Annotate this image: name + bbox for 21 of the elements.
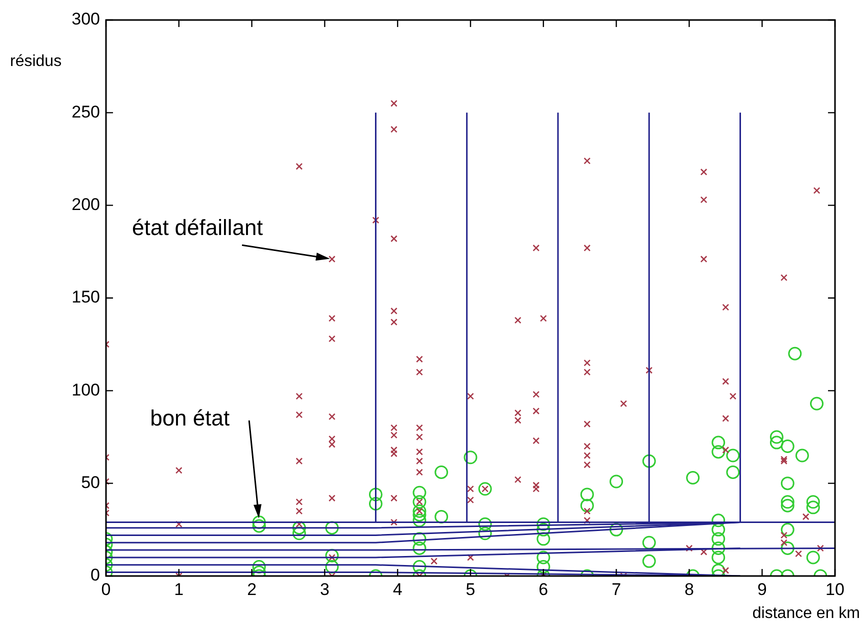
y-tick-label: 100 (72, 380, 100, 400)
x-axis-title: distance en km (752, 605, 860, 622)
annotation: état défaillant (132, 215, 263, 240)
y-tick-label: 50 (81, 473, 100, 492)
y-tick-label: 200 (72, 195, 100, 214)
annotation: bon état (150, 405, 230, 430)
x-tick-label: 4 (392, 580, 402, 599)
x-tick-label: 5 (466, 580, 476, 599)
y-tick-label: 0 (90, 566, 100, 585)
y-tick-label: 150 (72, 288, 100, 307)
x-tick-label: 10 (826, 580, 844, 599)
y-tick-label: 250 (72, 102, 100, 122)
x-tick-label: 6 (538, 580, 548, 599)
x-tick-label: 7 (612, 580, 622, 599)
x-tick-label: 8 (684, 580, 694, 599)
x-tick-label: 2 (247, 580, 257, 599)
x-tick-label: 1 (174, 580, 184, 599)
x-tick-label: 3 (320, 580, 330, 599)
y-tick-label: 300 (72, 10, 100, 29)
x-tick-label: 9 (757, 580, 767, 599)
y-axis-title: résidus (10, 53, 62, 70)
